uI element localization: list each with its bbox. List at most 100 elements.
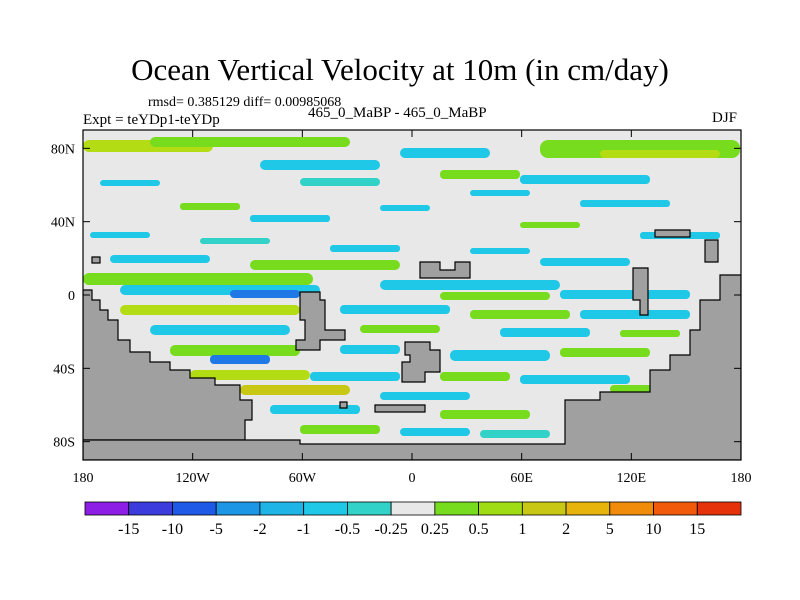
colorbar-swatch — [172, 501, 217, 516]
land-island — [91, 256, 101, 264]
x-tick-label: 0 — [409, 471, 416, 486]
colorbar-swatch — [521, 501, 567, 516]
field-patch — [580, 200, 670, 207]
field-patch — [450, 350, 550, 361]
colorbar-label: -15 — [118, 521, 139, 538]
colorbar-swatch — [478, 501, 523, 516]
field-patch — [470, 190, 530, 196]
land-south — [83, 274, 741, 460]
field-patch — [360, 325, 440, 333]
field-patch — [520, 222, 580, 228]
field-patch — [470, 310, 570, 319]
field-patch — [600, 150, 720, 158]
field-patch — [100, 180, 160, 186]
land-island — [704, 239, 719, 263]
colorbar-label: 2 — [562, 521, 570, 538]
colorbar-label: -0.25 — [374, 521, 407, 538]
colorbar: -15 -10 -5 -2 -1 -0.5 -0.25 0.25 0.5 1 2 5 10 15 — [84, 501, 742, 538]
experiment-label: Expt = teYDp1-teYDp — [83, 112, 220, 128]
land-island — [401, 341, 441, 383]
stats-label: rmsd= 0.385129 diff= 0.00985068 — [148, 95, 342, 110]
field-patch — [340, 345, 400, 354]
colorbar-label: -10 — [162, 521, 183, 538]
field-patch — [440, 372, 510, 381]
y-tick-label: 40S — [53, 362, 75, 377]
field-patch — [400, 148, 490, 158]
colorbar-swatch — [653, 501, 698, 516]
field-patch — [270, 405, 360, 414]
field-patch — [240, 385, 350, 395]
colorbar-swatch — [303, 501, 348, 516]
field-patch — [380, 392, 470, 400]
colorbar-swatch — [609, 501, 654, 516]
colorbar-label: 5 — [606, 521, 614, 538]
y-tick-label: 80N — [51, 142, 75, 157]
field-patch — [440, 410, 530, 419]
field-patch — [260, 160, 380, 170]
field-patch — [230, 290, 300, 298]
colorbar-label: 15 — [689, 521, 705, 538]
land-island — [295, 291, 346, 351]
y-tick-label: 0 — [68, 289, 75, 304]
colorbar-swatch — [346, 501, 392, 516]
colorbar-label: -5 — [210, 521, 223, 538]
land-island — [632, 267, 649, 316]
field-patch — [440, 170, 520, 179]
field-patch — [300, 178, 380, 186]
velocity-field — [83, 137, 740, 438]
land-west — [83, 289, 253, 441]
colorbar-label: -0.5 — [335, 521, 360, 538]
field-patch — [120, 305, 300, 315]
land-island — [339, 401, 348, 409]
field-patch — [560, 290, 690, 299]
field-patch — [480, 430, 550, 438]
land-masses — [83, 229, 741, 460]
colorbar-swatch — [259, 501, 305, 516]
chart-title: Ocean Vertical Velocity at 10m (in cm/da… — [131, 52, 669, 87]
field-patch — [90, 232, 150, 238]
field-patch — [170, 345, 300, 356]
field-patch — [520, 375, 630, 384]
land-island — [654, 229, 691, 238]
y-tick-label: 40N — [51, 216, 75, 231]
field-patch — [440, 292, 550, 300]
season-label: DJF — [712, 110, 738, 126]
field-patch — [150, 325, 290, 335]
colorbar-swatch — [390, 501, 436, 516]
field-patch — [210, 355, 270, 364]
colorbar-label: 0.25 — [421, 521, 449, 538]
colorbar-label: -1 — [297, 521, 310, 538]
field-patch — [250, 215, 330, 222]
field-patch — [190, 370, 310, 380]
field-patch — [200, 238, 270, 244]
field-patch — [380, 280, 560, 290]
x-tick-label: 60W — [289, 471, 317, 486]
colorbar-swatch — [128, 501, 173, 516]
field-patch — [500, 328, 590, 337]
field-patch — [330, 245, 400, 252]
field-patch — [580, 310, 690, 319]
x-tick-label: 180 — [73, 471, 94, 486]
field-patch — [620, 330, 680, 337]
field-patch — [250, 260, 400, 270]
y-tick-label: 80S — [53, 436, 75, 451]
field-patch — [340, 305, 450, 314]
field-patch — [300, 425, 380, 434]
field-patch — [83, 273, 313, 285]
axes: 180 120W 60W 0 60E 120E 180 80N 40N 0 40S 80S — [51, 130, 752, 486]
colorbar-label: 1 — [518, 521, 526, 538]
field-patch — [110, 255, 210, 263]
field-patch — [380, 205, 430, 211]
x-tick-label: 180 — [731, 471, 752, 486]
field-patch — [540, 258, 630, 266]
field-patch — [180, 203, 240, 210]
x-tick-label: 120W — [176, 471, 211, 486]
land-island — [374, 404, 426, 413]
field-patch — [560, 348, 650, 357]
colorbar-swatch — [215, 501, 261, 516]
field-patch — [470, 248, 530, 254]
x-tick-label: 120E — [617, 471, 647, 486]
colorbar-label: 0.5 — [469, 521, 489, 538]
field-patch — [310, 372, 400, 381]
colorbar-label: -2 — [253, 521, 266, 538]
